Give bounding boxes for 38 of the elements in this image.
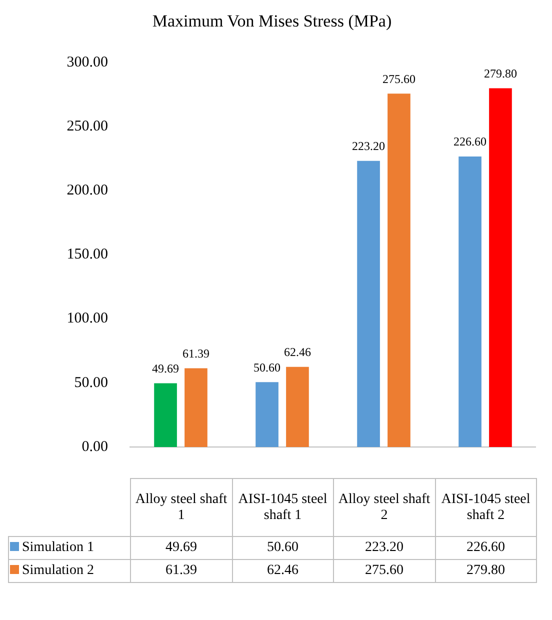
bar	[357, 160, 380, 447]
data-label: 50.60	[232, 536, 334, 560]
legend-label: Simulation 1	[22, 540, 94, 555]
data-label: 62.46	[232, 560, 334, 582]
y-tick-label: 300.00	[66, 54, 108, 70]
text: 49.69	[152, 361, 180, 376]
y-tick-label: 150.00	[66, 246, 108, 263]
bar	[388, 94, 410, 447]
bar	[286, 366, 309, 447]
bar	[489, 88, 512, 447]
x-tick-label: Alloy steel shaft 2	[334, 478, 435, 536]
x-tick-label: AISI-1045 steel shaft 1	[232, 478, 334, 536]
data-label: 275.60	[334, 560, 435, 582]
text: 226.60	[454, 134, 487, 149]
bar	[256, 382, 278, 447]
chart-title: Maximum Von Mises Stress (MPa)	[152, 12, 392, 31]
x-tick-label: Alloy steel shaft 1	[130, 478, 232, 536]
legend-label: Simulation 2	[22, 563, 94, 578]
y-tick-label: 250.00	[66, 118, 108, 134]
y-tick-label: 200.00	[66, 182, 108, 199]
text: 62.46	[284, 345, 311, 360]
data-label: 226.60	[435, 536, 536, 560]
text: 275.60	[382, 72, 416, 86]
data-label: 279.80	[435, 560, 536, 582]
bar	[458, 156, 482, 447]
y-tick-label: 100.00	[66, 310, 108, 327]
text: 279.80	[484, 66, 517, 80]
x-tick-label: AISI-1045 steel shaft 2	[435, 478, 536, 536]
text: 223.20	[352, 139, 386, 154]
data-label: 61.39	[130, 560, 232, 582]
data-label: 223.20	[334, 536, 435, 560]
bar	[184, 368, 208, 447]
y-tick-label: 50.00	[74, 374, 108, 391]
text: 50.60	[254, 360, 281, 374]
y-tick-label: 0.00	[82, 438, 108, 455]
text: 61.39	[182, 346, 210, 360]
bar	[154, 383, 177, 447]
data-label: 49.69	[130, 536, 232, 560]
